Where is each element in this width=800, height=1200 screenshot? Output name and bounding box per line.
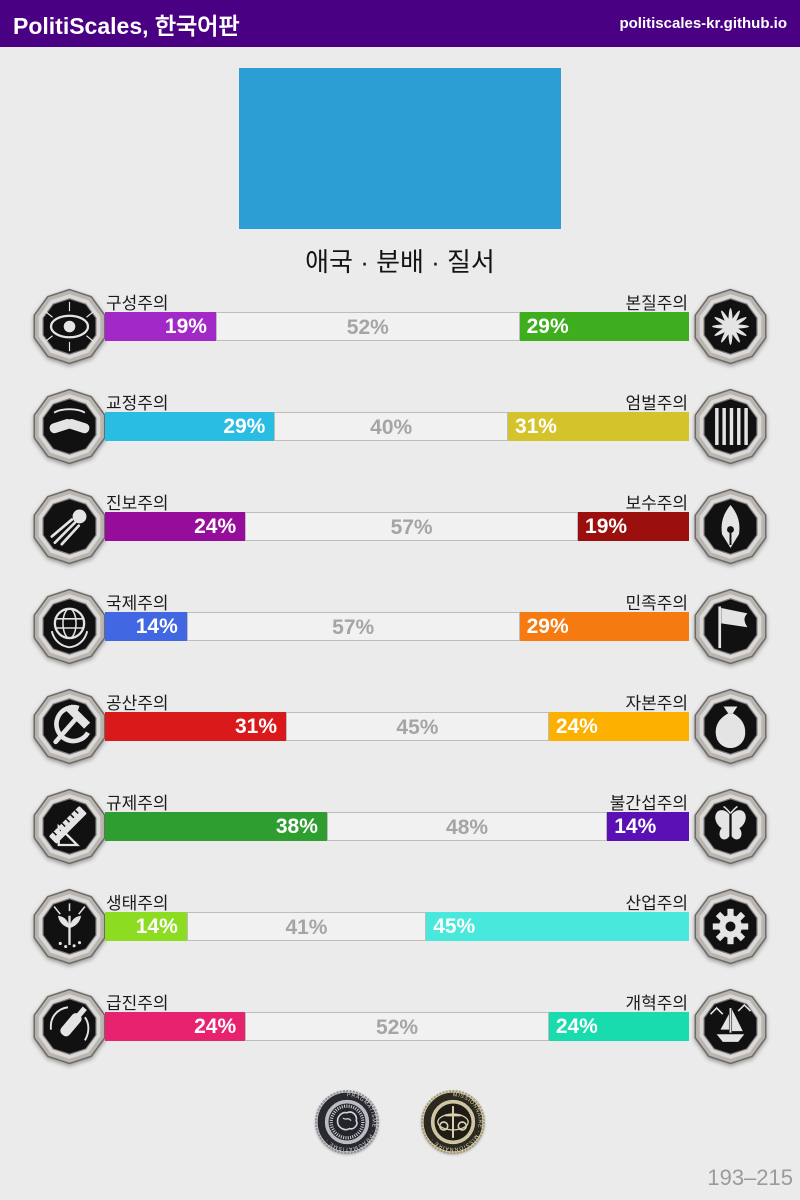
axis-row: 규제주의 불간섭주의 38% 48% 14% bbox=[0, 787, 800, 887]
result-bar: 14% 57% 29% bbox=[105, 612, 689, 641]
axis-row: 공산주의 자본주의 31% 45% 24% bbox=[0, 687, 800, 787]
flag-image bbox=[239, 68, 561, 229]
dandelion-flower-icon bbox=[692, 288, 769, 365]
right-segment: 14% bbox=[607, 812, 689, 841]
topbar: PolitiScales, 한국어판 politiscales-kr.githu… bbox=[0, 0, 800, 47]
right-segment: 24% bbox=[548, 1012, 689, 1041]
axis-right-label: 보수주의 bbox=[625, 494, 688, 513]
axis-right-label: 자본주의 bbox=[625, 694, 688, 713]
gear-icon bbox=[692, 888, 769, 965]
left-segment: 38% bbox=[105, 812, 327, 841]
globe-laurel-icon bbox=[31, 588, 108, 665]
missionary-coin: MISSIONNAIRE · MISSIONNAIRE · bbox=[420, 1089, 486, 1155]
left-segment: 19% bbox=[105, 312, 216, 341]
axis-row: 교정주의 엄벌주의 29% 40% 31% bbox=[0, 387, 800, 487]
result-bar: 19% 52% 29% bbox=[105, 312, 689, 341]
left-segment: 29% bbox=[105, 412, 275, 441]
flag-icon bbox=[692, 588, 769, 665]
axis-left-label: 공산주의 bbox=[106, 694, 169, 713]
money-bag-icon bbox=[692, 688, 769, 765]
hammer-sickle-icon bbox=[31, 688, 108, 765]
neutral-segment: 52% bbox=[215, 312, 520, 341]
left-segment: 24% bbox=[105, 512, 246, 541]
neutral-segment: 40% bbox=[274, 412, 508, 441]
left-segment: 31% bbox=[105, 712, 287, 741]
bonus-badges: PRAGMATISME · PRAGMATISME · MISSIONNAIRE… bbox=[0, 1089, 800, 1155]
neutral-segment: 45% bbox=[286, 712, 549, 741]
result-bar: 31% 45% 24% bbox=[105, 712, 689, 741]
right-segment: 24% bbox=[548, 712, 689, 741]
neutral-segment: 41% bbox=[186, 912, 427, 941]
axis-right-label: 민족주의 bbox=[625, 594, 688, 613]
score-range: 193–215 bbox=[707, 1165, 793, 1190]
sailboat-icon bbox=[692, 988, 769, 1065]
axis-left-label: 진보주의 bbox=[106, 494, 169, 513]
app-title: PolitiScales, 한국어판 bbox=[13, 12, 240, 39]
eye-icon bbox=[31, 288, 108, 365]
right-segment: 29% bbox=[519, 312, 689, 341]
axis-right-label: 불간섭주의 bbox=[609, 794, 688, 813]
axis-right-label: 개혁주의 bbox=[625, 994, 688, 1013]
axis-right-label: 엄벌주의 bbox=[625, 394, 688, 413]
ruler-set-square-icon bbox=[31, 788, 108, 865]
butterfly-icon bbox=[692, 788, 769, 865]
left-segment: 14% bbox=[105, 912, 187, 941]
comet-icon bbox=[31, 488, 108, 565]
results-list: 구성주의 본질주의 19% 52% 29% bbox=[0, 287, 800, 1087]
pen-nib-icon bbox=[692, 488, 769, 565]
axis-left-label: 구성주의 bbox=[106, 294, 169, 313]
axis-row: 국제주의 민족주의 14% 57% 29% bbox=[0, 587, 800, 687]
neutral-segment: 57% bbox=[245, 512, 579, 541]
axis-left-label: 교정주의 bbox=[106, 394, 169, 413]
axis-row: 생태주의 산업주의 14% 41% 45% bbox=[0, 887, 800, 987]
handshake-icon bbox=[31, 388, 108, 465]
flag-caption: 애국 · 분배 · 질서 bbox=[305, 247, 495, 277]
pragmatism-coin: PRAGMATISME · PRAGMATISME · bbox=[314, 1089, 380, 1155]
result-bar: 29% 40% 31% bbox=[105, 412, 689, 441]
neutral-segment: 57% bbox=[186, 612, 520, 641]
plant-icon bbox=[31, 888, 108, 965]
left-segment: 14% bbox=[105, 612, 187, 641]
site-link[interactable]: politiscales-kr.github.io bbox=[619, 15, 787, 32]
left-segment: 24% bbox=[105, 1012, 246, 1041]
right-segment: 31% bbox=[507, 412, 689, 441]
neutral-segment: 48% bbox=[326, 812, 608, 841]
axis-left-label: 국제주의 bbox=[106, 594, 169, 613]
axis-left-label: 생태주의 bbox=[106, 894, 169, 913]
right-segment: 19% bbox=[578, 512, 689, 541]
right-segment: 45% bbox=[426, 912, 689, 941]
prison-bars-icon bbox=[692, 388, 769, 465]
axis-right-label: 산업주의 bbox=[625, 894, 688, 913]
result-bar: 14% 41% 45% bbox=[105, 912, 689, 941]
axis-row: 진보주의 보수주의 24% 57% 19% bbox=[0, 487, 800, 587]
molotov-icon bbox=[31, 988, 108, 1065]
result-bar: 24% 52% 24% bbox=[105, 1012, 689, 1041]
axis-row: 구성주의 본질주의 19% 52% 29% bbox=[0, 287, 800, 387]
neutral-segment: 52% bbox=[245, 1012, 549, 1041]
axis-left-label: 규제주의 bbox=[106, 794, 169, 813]
axis-left-label: 급진주의 bbox=[106, 994, 169, 1013]
axis-row: 급진주의 개혁주의 24% 52% 24% bbox=[0, 987, 800, 1087]
axis-right-label: 본질주의 bbox=[625, 294, 688, 313]
result-bar: 24% 57% 19% bbox=[105, 512, 689, 541]
result-bar: 38% 48% 14% bbox=[105, 812, 689, 841]
right-segment: 29% bbox=[519, 612, 689, 641]
